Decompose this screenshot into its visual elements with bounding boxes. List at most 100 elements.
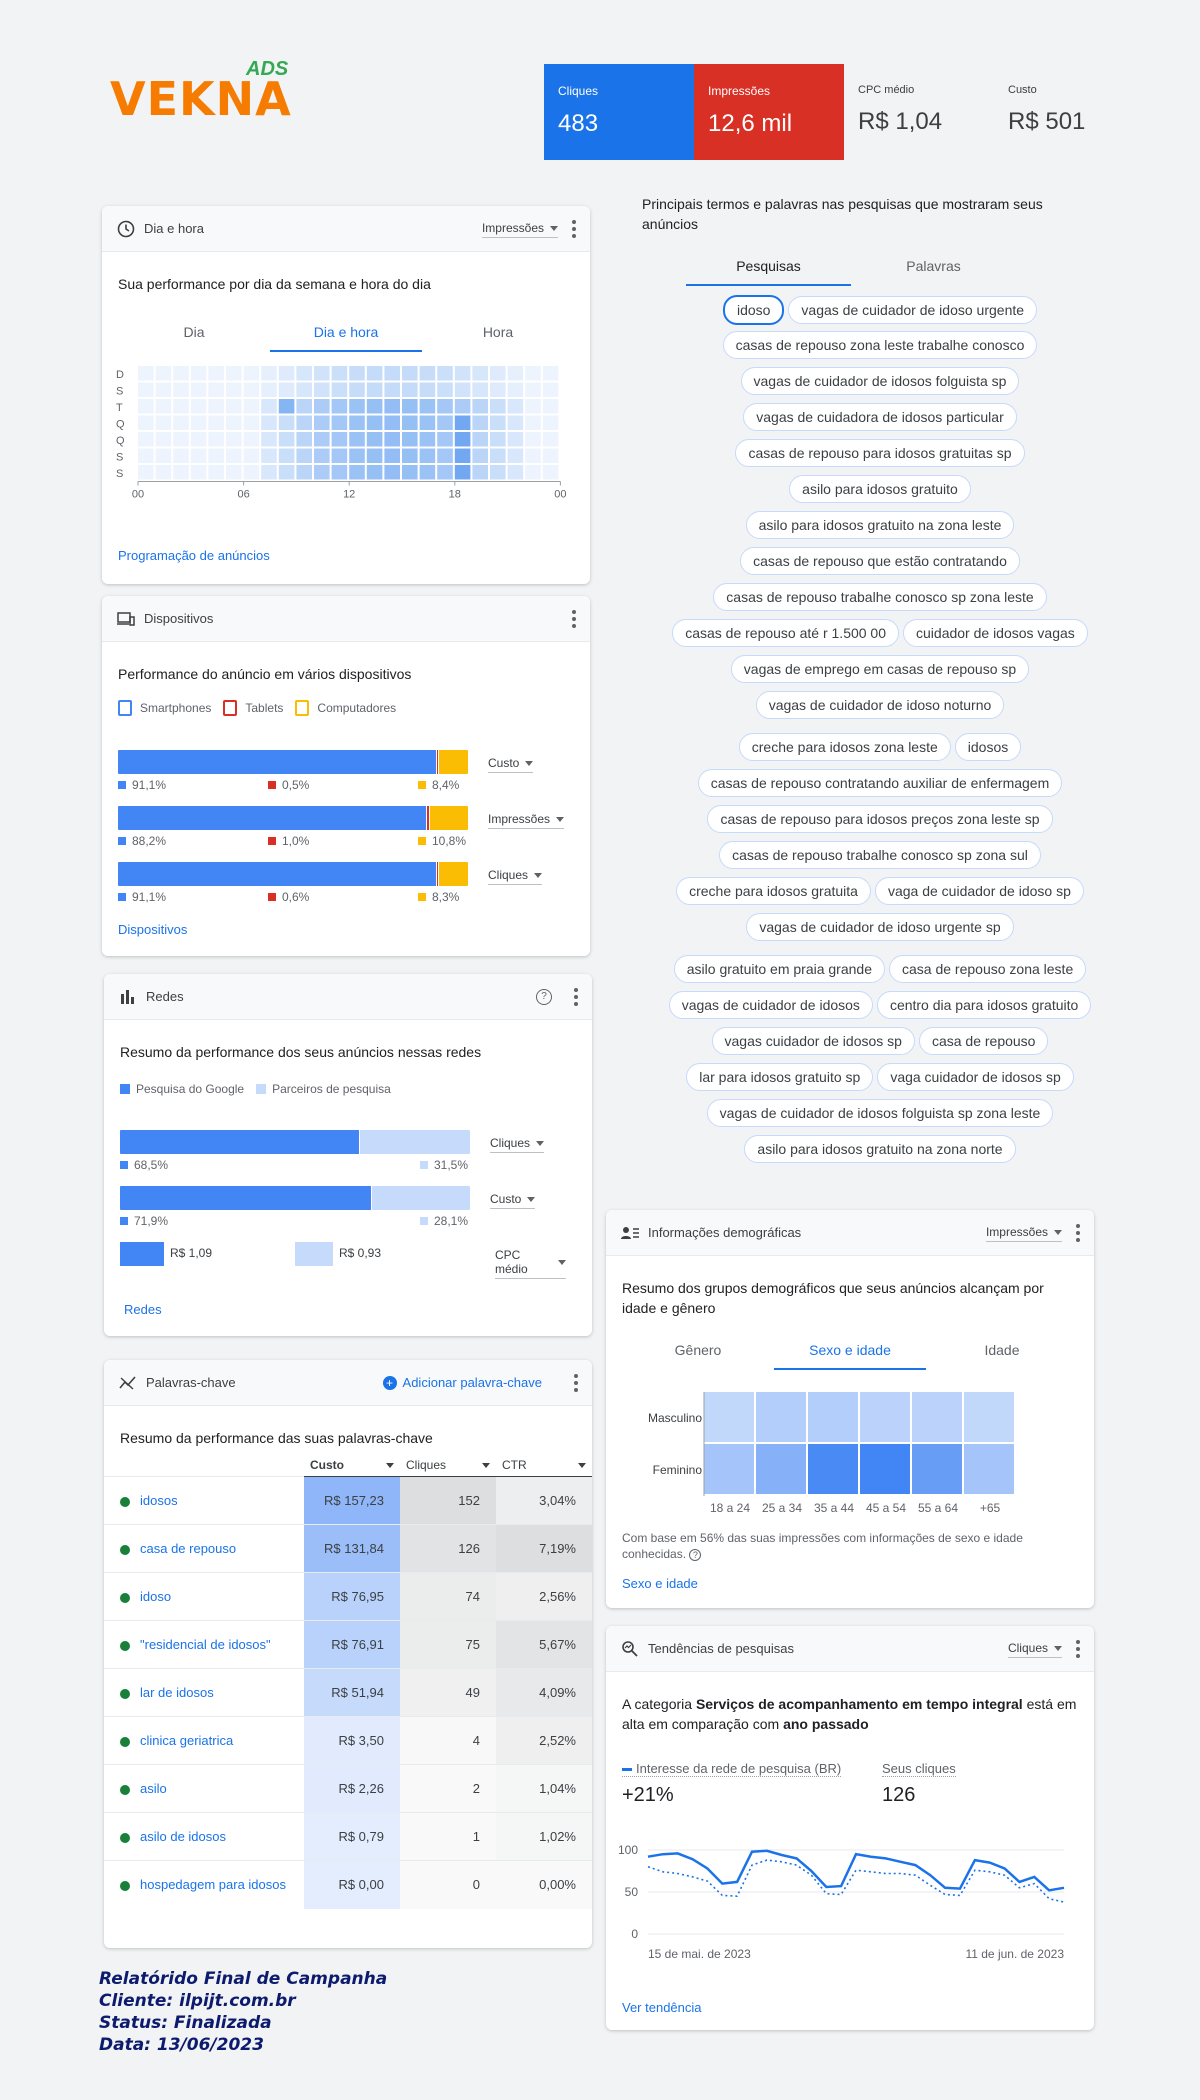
search-term-chip[interactable]: casas de repouso até r 1.500 00 (672, 619, 900, 647)
keyword-cell[interactable]: idoso (104, 1572, 304, 1621)
bar-metric-dropdown[interactable]: Impressões (488, 810, 565, 829)
sort-arrow-icon (578, 1463, 586, 1472)
bar-metric-dropdown[interactable]: Cliques (488, 866, 543, 885)
tab-searches[interactable]: Pesquisas (686, 244, 851, 286)
demo-cell[interactable] (912, 1444, 962, 1494)
search-term-chip[interactable]: centro dia para idosos gratuito (876, 991, 1092, 1019)
demo-cell[interactable] (704, 1444, 754, 1494)
bar-metric-dropdown[interactable]: Custo (488, 754, 534, 773)
search-term-chip[interactable]: vagas de emprego em casas de repouso sp (730, 655, 1030, 683)
search-term-chip[interactable]: vaga cuidador de idosos sp (877, 1063, 1074, 1091)
demo-cell[interactable] (860, 1392, 910, 1442)
heat-cell (472, 366, 488, 381)
keyword-cell[interactable]: asilo (104, 1764, 304, 1813)
search-term-chip[interactable]: vagas de cuidadora de idosos particular (743, 403, 1017, 431)
search-term-chip[interactable]: idosos (954, 733, 1022, 761)
search-term-chip[interactable]: creche para idosos zona leste (738, 733, 951, 761)
legend-swatch-icon (120, 1084, 130, 1094)
dayhour-metric-dropdown[interactable]: Impressões (481, 219, 558, 238)
trends-metric-dropdown[interactable]: Cliques (1007, 1639, 1062, 1658)
more-options-icon[interactable] (574, 1373, 578, 1392)
search-term-chip[interactable]: vagas de cuidador de idosos folguista sp (740, 367, 1020, 395)
keyword-cell[interactable]: "residencial de idosos" (104, 1620, 304, 1669)
tab-2[interactable]: Hora (482, 324, 514, 340)
search-term-chip[interactable]: asilo para idosos gratuito (789, 475, 971, 503)
networks-link[interactable]: Redes (124, 1302, 162, 1317)
search-term-chip[interactable]: vagas de cuidador de idoso urgente (788, 296, 1038, 324)
tab-1[interactable]: Sexo e idade (774, 1328, 926, 1370)
search-term-chip[interactable]: vagas de cuidador de idosos (668, 991, 873, 1019)
tab-2[interactable]: Idade (984, 1342, 1020, 1358)
demo-cell[interactable] (808, 1392, 858, 1442)
devices-link[interactable]: Dispositivos (118, 922, 188, 937)
more-options-icon[interactable] (574, 987, 578, 1006)
demo-cell[interactable] (860, 1444, 910, 1494)
search-term-chip[interactable]: asilo para idosos gratuito na zona leste (745, 511, 1015, 539)
y-tick-label: 0 (631, 1927, 638, 1941)
demo-cell[interactable] (704, 1392, 754, 1442)
search-term-chip[interactable]: casas de repouso para idosos gratuitas s… (735, 439, 1025, 467)
keyword-cell[interactable]: lar de idosos (104, 1668, 304, 1717)
search-term-chip[interactable]: casas de repouso para idosos preços zona… (707, 805, 1053, 833)
search-term-chip[interactable]: vagas de cuidador de idoso urgente sp (746, 913, 1014, 941)
search-term-chip[interactable]: creche para idosos gratuita (676, 877, 871, 905)
column-header[interactable]: Custo (304, 1454, 400, 1477)
keyword-cell[interactable]: clinica geriatrica (104, 1716, 304, 1765)
heat-cell (525, 399, 541, 414)
tab-0[interactable]: Gênero (674, 1342, 722, 1358)
more-options-icon[interactable] (572, 609, 576, 628)
search-term-chip[interactable]: casa de repouso zona leste (889, 955, 1087, 983)
bar-metric-dropdown[interactable]: Cliques (490, 1134, 545, 1153)
keyword-cell[interactable]: hospedagem para idosos (104, 1860, 304, 1909)
search-term-chip[interactable]: vagas cuidador de idosos sp (711, 1027, 915, 1055)
search-term-chip[interactable]: asilo gratuito em praia grande (673, 955, 885, 983)
demo-cell[interactable] (964, 1392, 1014, 1442)
heat-cell (226, 415, 242, 430)
view-trend-link[interactable]: Ver tendência (622, 2000, 702, 2015)
demo-cell[interactable] (756, 1392, 806, 1442)
bar-metric-dropdown[interactable]: Custo (490, 1190, 536, 1209)
more-options-icon[interactable] (572, 219, 576, 238)
demo-cell[interactable] (756, 1444, 806, 1494)
search-term-chip[interactable]: vaga de cuidador de idoso sp (874, 877, 1084, 905)
search-term-chip[interactable]: casa de repouso (918, 1027, 1049, 1055)
demographics-metric-dropdown[interactable]: Impressões (985, 1223, 1062, 1242)
search-term-chip[interactable]: casas de repouso que estão contratando (740, 547, 1020, 575)
add-keyword-button[interactable]: + Adicionar palavra-chave (382, 1375, 542, 1390)
tab-words[interactable]: Palavras (906, 258, 961, 274)
search-term-chip[interactable]: idoso (722, 295, 785, 325)
search-term-chip[interactable]: casas de repouso trabalhe conosco sp zon… (713, 583, 1047, 611)
keyword-cell[interactable]: casa de repouso (104, 1524, 304, 1573)
column-header[interactable]: CTR (496, 1454, 592, 1477)
metric-1[interactable]: Impressões 12,6 mil (694, 64, 844, 160)
more-options-icon[interactable] (1076, 1223, 1080, 1242)
search-term-chip[interactable]: casas de repouso zona leste trabalhe con… (722, 331, 1038, 359)
age-gender-link[interactable]: Sexo e idade (622, 1576, 698, 1591)
column-header[interactable]: Cliques (400, 1454, 496, 1477)
metric-0[interactable]: Cliques 483 (544, 64, 694, 160)
search-term-chip[interactable]: vagas de cuidador de idoso noturno (755, 691, 1005, 719)
demo-cell[interactable] (912, 1392, 962, 1442)
ad-schedule-link[interactable]: Programação de anúncios (118, 548, 270, 563)
search-term-chip[interactable]: cuidador de idosos vagas (903, 619, 1088, 647)
tab-1[interactable]: Dia e hora (270, 310, 422, 352)
search-term-chip[interactable]: vagas de cuidador de idosos folguista sp… (706, 1099, 1054, 1127)
clicks-cell: 75 (400, 1620, 496, 1669)
demo-cell[interactable] (808, 1444, 858, 1494)
help-icon[interactable]: ? (536, 988, 552, 1005)
search-term-chip[interactable]: lar para idosos gratuito sp (686, 1063, 874, 1091)
bar-value: 28,1% (420, 1214, 468, 1228)
more-options-icon[interactable] (1076, 1639, 1080, 1658)
search-term-chip[interactable]: asilo para idosos gratuito na zona norte (744, 1135, 1016, 1163)
keyword-cell[interactable]: idosos (104, 1476, 304, 1525)
tab-0[interactable]: Dia (183, 324, 205, 340)
heat-cell (296, 432, 312, 447)
search-term-chip[interactable]: casas de repouso contratando auxiliar de… (697, 769, 1063, 797)
help-icon[interactable]: ? (689, 1549, 702, 1561)
status-dot-icon (120, 1832, 130, 1843)
value-label: 1,0% (282, 834, 310, 848)
search-term-chip[interactable]: casas de repouso trabalhe conosco sp zon… (719, 841, 1041, 869)
cpc-metric-dropdown[interactable]: CPC médio (495, 1246, 566, 1279)
keyword-cell[interactable]: asilo de idosos (104, 1812, 304, 1861)
demo-cell[interactable] (964, 1444, 1014, 1494)
